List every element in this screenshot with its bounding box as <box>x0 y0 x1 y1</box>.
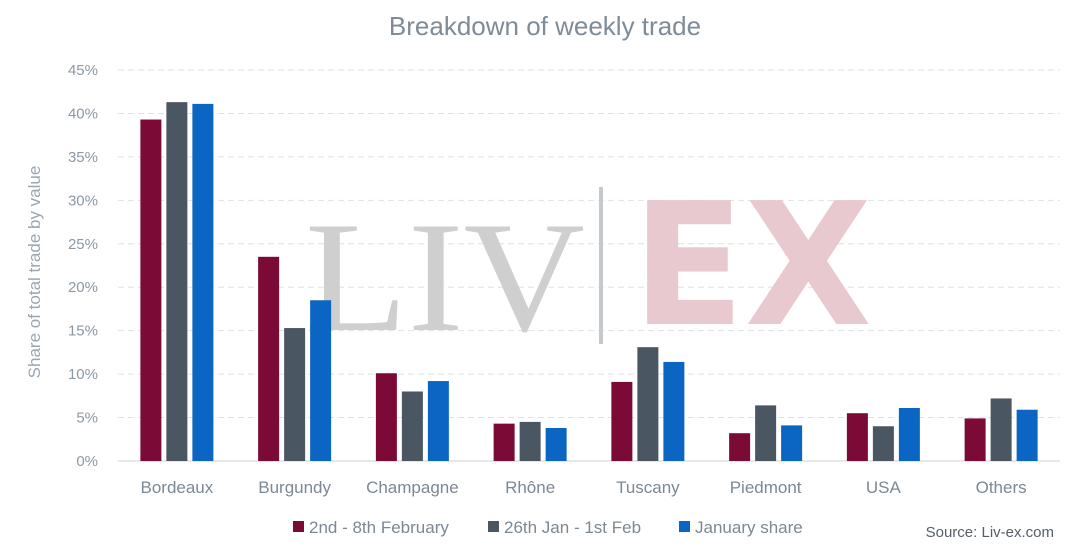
legend-label: 26th Jan - 1st Feb <box>504 518 641 537</box>
y-tick-label: 15% <box>68 323 98 340</box>
bar <box>1016 409 1038 461</box>
x-category-label: Others <box>976 478 1027 497</box>
bar <box>964 418 986 461</box>
bar <box>258 256 280 461</box>
y-tick-label: 35% <box>68 149 98 166</box>
bar <box>493 423 515 461</box>
y-tick-label: 25% <box>68 236 98 253</box>
bar <box>140 119 162 461</box>
bar <box>310 300 332 461</box>
bar <box>611 381 633 461</box>
y-tick-label: 0% <box>76 453 98 470</box>
bar <box>166 102 188 461</box>
x-category-label: Bordeaux <box>140 478 213 497</box>
bar <box>663 361 685 461</box>
liv-ex-watermark: LIV EX <box>305 167 872 365</box>
legend-label: 2nd - 8th February <box>309 518 449 537</box>
bar <box>401 391 423 461</box>
x-axis-categories: Bordeaux Burgundy Champagne Rhône Tuscany Pie… <box>140 478 1026 497</box>
bar <box>545 427 567 461</box>
legend-swatch <box>488 521 499 532</box>
bars <box>140 102 1038 462</box>
y-tick-label: 40% <box>68 105 98 122</box>
y-tick-label: 30% <box>68 192 98 209</box>
chart-title: Breakdown of weekly trade <box>389 11 701 41</box>
watermark-liv: LIV <box>305 190 585 365</box>
bar <box>427 381 449 461</box>
x-category-label: Rhône <box>505 478 555 497</box>
bar <box>846 413 868 461</box>
watermark-ex: EX <box>632 167 872 365</box>
bar <box>637 347 659 461</box>
bar <box>781 425 803 461</box>
legend-swatch <box>679 521 690 532</box>
watermark-divider <box>599 187 603 344</box>
legend: 2nd - 8th February 26th Jan - 1st Feb Janu… <box>293 518 803 537</box>
bar <box>375 373 397 461</box>
bar <box>755 405 777 461</box>
x-category-label: Tuscany <box>616 478 680 497</box>
y-axis-label: Share of total trade by value <box>25 166 44 379</box>
y-axis-ticks: 0% 5% 10% 15% 20% 25% 30% 35% 40% 45% <box>68 62 98 470</box>
y-tick-label: 45% <box>68 62 98 79</box>
bar <box>898 407 920 461</box>
legend-label: January share <box>695 518 803 537</box>
source-note: Source: Liv-ex.com <box>926 524 1054 541</box>
x-category-label: Burgundy <box>258 478 331 497</box>
x-category-label: Champagne <box>366 478 459 497</box>
y-tick-label: 20% <box>68 279 98 296</box>
x-category-label: USA <box>866 478 902 497</box>
y-tick-label: 5% <box>76 410 98 427</box>
gridlines <box>118 69 1060 462</box>
bar <box>872 426 894 461</box>
bar <box>192 103 214 462</box>
bar <box>519 421 541 461</box>
legend-swatch <box>293 521 304 532</box>
bar <box>990 398 1012 461</box>
bar <box>284 328 306 461</box>
y-tick-label: 10% <box>68 366 98 383</box>
x-category-label: Piedmont <box>730 478 802 497</box>
bar <box>729 433 751 461</box>
